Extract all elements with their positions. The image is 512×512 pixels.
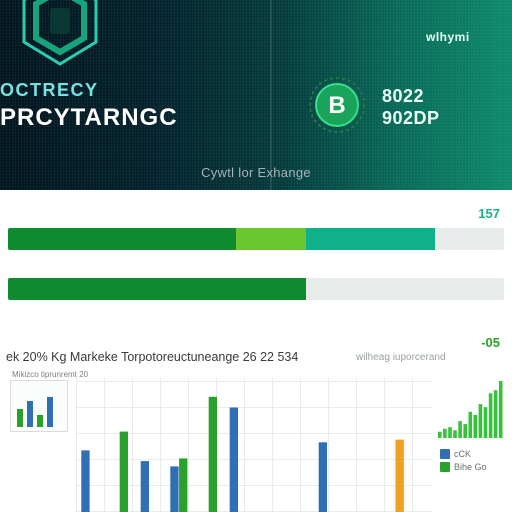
bar-chart: [76, 378, 432, 512]
stacked-bar-row-1: [8, 228, 504, 250]
hero-subtitle: Cywtl lor Exhange: [0, 165, 512, 180]
mini-panel: [10, 380, 68, 432]
hero-title-line2: PRCYTARNGC: [0, 104, 178, 132]
price-line-2: 902DP: [382, 108, 440, 129]
chart-legend: cCK Bihe Go: [440, 446, 502, 472]
price-line-1: 8022: [382, 86, 424, 107]
hero-title-line1: OCTRECY: [0, 80, 99, 101]
mini-panel-bars-icon: [11, 381, 69, 433]
hero-tag: wlhymi: [426, 30, 470, 44]
legend-item: Bihe Go: [440, 462, 502, 472]
hex-glyph-icon: [20, 0, 100, 66]
chart-title: ek 20% Kg Markeke Torpotoreuctuneange 26…: [6, 350, 298, 364]
svg-text:B: B: [328, 92, 345, 119]
hero-divider: [270, 0, 272, 190]
coin-badge-icon: B: [308, 76, 366, 134]
legend-item: cCK: [440, 449, 502, 459]
hero-banner: OCTRECY PRCYTARNGC B 8022 902DP wlhymi: [0, 0, 512, 190]
chart-subtitle: wilheag iuporcerand: [356, 352, 446, 363]
chart-right-value: -05: [481, 335, 500, 350]
chart-bars: [76, 378, 432, 512]
sparkline: [438, 378, 504, 438]
mid-value-top: 157: [478, 206, 500, 221]
stacked-bar-row-2: [8, 278, 504, 300]
